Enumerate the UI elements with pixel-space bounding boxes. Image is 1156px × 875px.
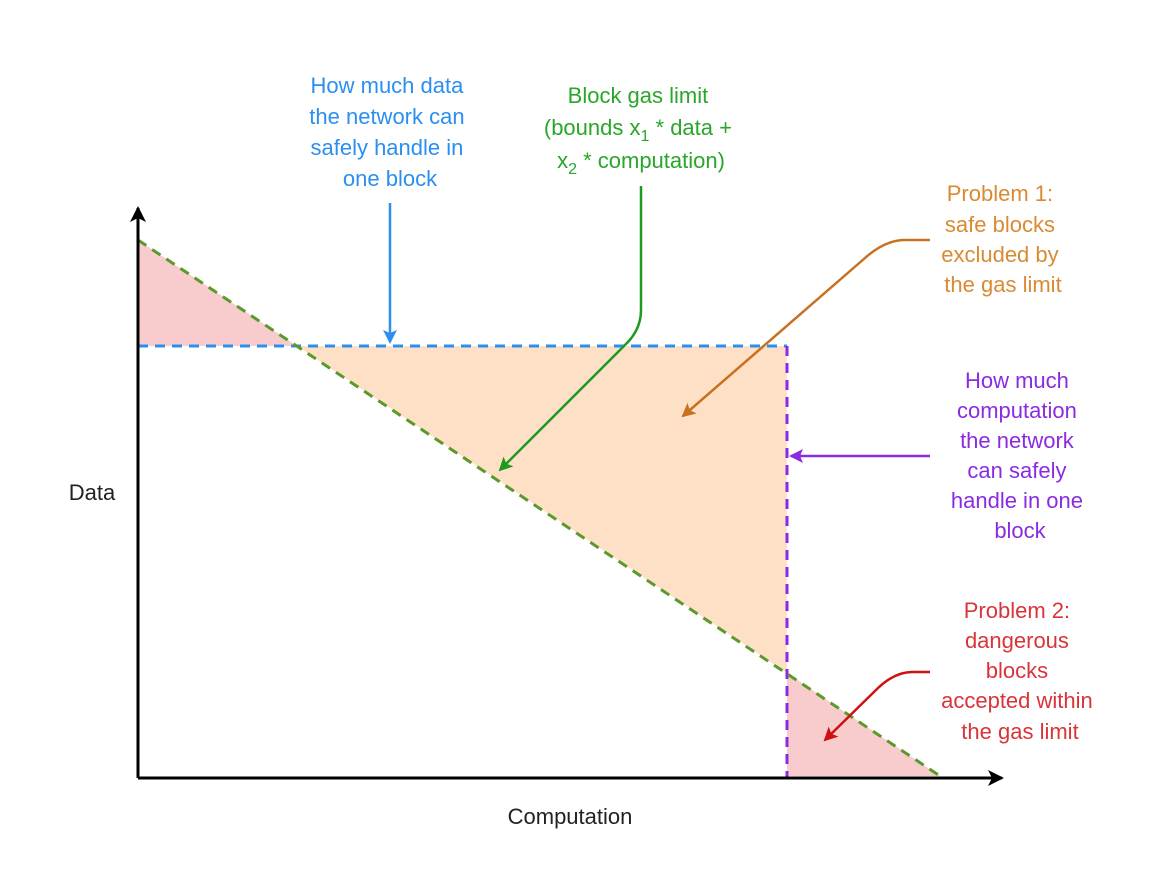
gas-limit-label: Block gas limit (bounds x1 * data + x2 *… [544, 83, 738, 178]
problem1-arrow [681, 238, 930, 418]
data-limit-label: How much data the network can safely han… [309, 73, 470, 191]
problem2-arrow [823, 670, 930, 742]
gas-limit-line [137, 238, 941, 778]
gas-limit-arrow [498, 186, 643, 472]
y-axis-label: Data [69, 480, 116, 505]
problem2-label: Problem 2: dangerous blocks accepted wit… [941, 598, 1099, 744]
problem1-label: Problem 1: safe blocks excluded by the g… [941, 181, 1065, 297]
x-axis-label: Computation [508, 804, 633, 829]
computation-limit-label: How much computation the network can saf… [951, 368, 1089, 543]
